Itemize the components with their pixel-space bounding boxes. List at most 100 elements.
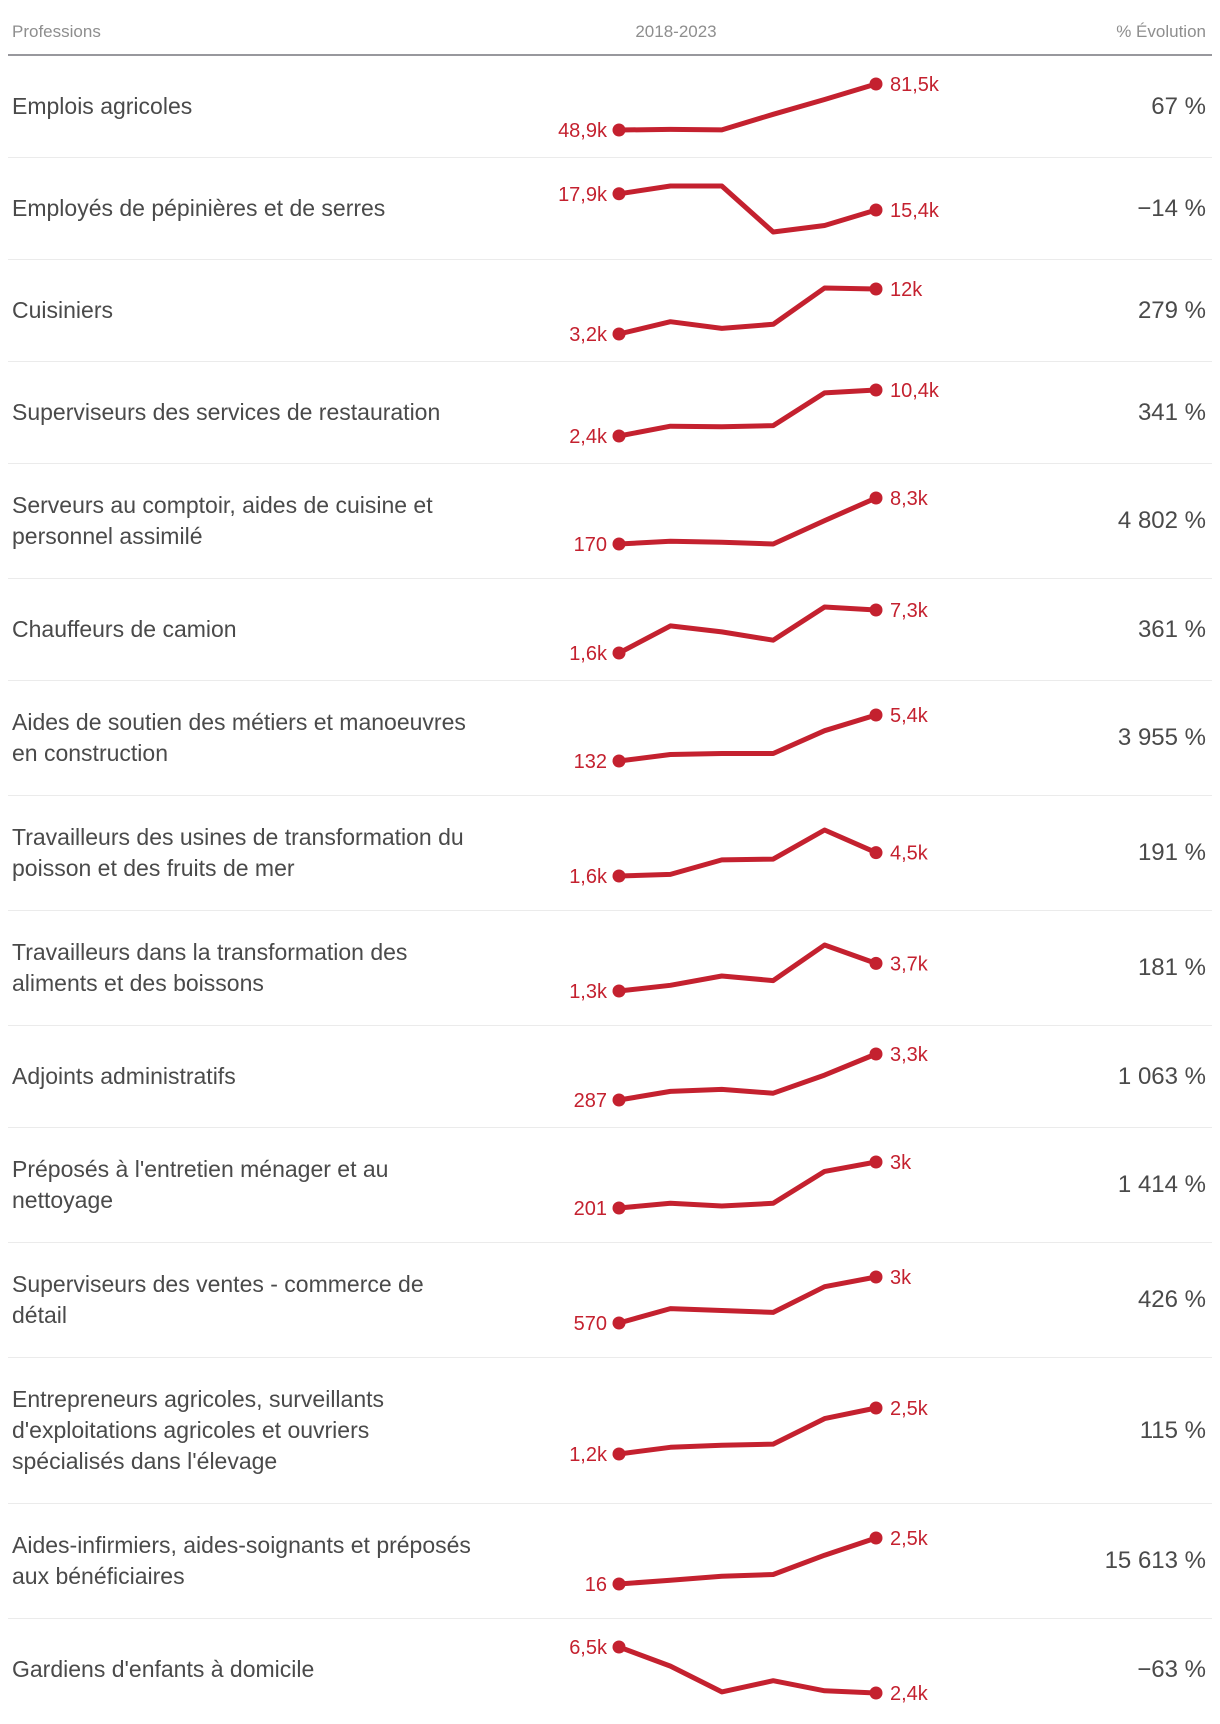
table-row: Adjoints administratifs 287 3,3k 1 063 % bbox=[8, 1025, 1212, 1127]
data-point-dot bbox=[869, 956, 883, 970]
profession-label: Superviseurs des services de restauratio… bbox=[12, 399, 441, 425]
start-value-label: 2,4k bbox=[569, 426, 608, 448]
start-value-label: 287 bbox=[574, 1090, 607, 1112]
table-row: Travailleurs des usines de transformatio… bbox=[8, 795, 1212, 910]
start-value-label: 1,6k bbox=[569, 643, 608, 665]
profession-label: Préposés à l'entretien ménager et au net… bbox=[12, 1156, 389, 1213]
data-point-dot bbox=[869, 1270, 883, 1284]
trend-sparkline: 1,2k 2,5k bbox=[486, 1391, 946, 1471]
table-row: Superviseurs des services de restauratio… bbox=[8, 361, 1212, 463]
start-value-label: 1,2k bbox=[569, 1444, 608, 1466]
profession-label: Aides de soutien des métiers et manoeuvr… bbox=[12, 709, 466, 766]
evolution-value: 361 % bbox=[1137, 615, 1206, 643]
end-value-label: 81,5k bbox=[890, 74, 940, 96]
data-point-dot bbox=[869, 603, 883, 617]
data-point-dot bbox=[612, 186, 626, 200]
start-value-label: 132 bbox=[574, 751, 607, 773]
data-point-dot bbox=[869, 1401, 883, 1414]
profession-label: Adjoints administratifs bbox=[12, 1063, 236, 1089]
evolution-value: 15 613 % bbox=[1104, 1547, 1206, 1574]
end-value-label: 3,7k bbox=[890, 953, 929, 975]
table-row: Emplois agricoles 48,9k 81,5k 67 % bbox=[8, 56, 1212, 157]
evolution-value: 3 955 % bbox=[1117, 724, 1206, 751]
trend-sparkline: 2,4k 10,4k bbox=[486, 373, 946, 453]
evolution-value: 426 % bbox=[1137, 1286, 1206, 1313]
data-point-dot bbox=[869, 491, 883, 505]
start-value-label: 1,3k bbox=[569, 981, 608, 1003]
evolution-value: 341 % bbox=[1137, 398, 1206, 426]
data-point-dot bbox=[869, 1047, 883, 1060]
trend-sparkline: 201 3k bbox=[486, 1145, 946, 1225]
column-header-professions: Professions bbox=[12, 22, 101, 41]
start-value-label: 17,9k bbox=[558, 183, 608, 205]
end-value-label: 7,3k bbox=[890, 600, 929, 622]
data-point-dot bbox=[612, 869, 626, 883]
data-point-dot bbox=[612, 1577, 626, 1591]
profession-label: Travailleurs des usines de transformatio… bbox=[12, 824, 464, 881]
data-point-dot bbox=[869, 846, 883, 860]
data-point-dot bbox=[869, 1531, 883, 1545]
table-row: Préposés à l'entretien ménager et au net… bbox=[8, 1127, 1212, 1242]
data-point-dot bbox=[612, 1316, 626, 1330]
start-value-label: 1,6k bbox=[569, 866, 608, 888]
end-value-label: 4,5k bbox=[890, 843, 929, 865]
data-point-dot bbox=[612, 1640, 626, 1653]
trend-sparkline: 48,9k 81,5k bbox=[486, 67, 946, 147]
evolution-value: 4 802 % bbox=[1117, 507, 1206, 534]
data-point-dot bbox=[612, 123, 626, 136]
profession-label: Gardiens d'enfants à domicile bbox=[12, 1656, 315, 1682]
data-point-dot bbox=[612, 429, 626, 442]
end-value-label: 3,3k bbox=[890, 1044, 929, 1066]
data-point-dot bbox=[612, 327, 626, 340]
data-point-dot bbox=[612, 754, 626, 768]
evolution-value: 67 % bbox=[1151, 92, 1206, 120]
start-value-label: 6,5k bbox=[569, 1637, 608, 1659]
profession-label: Emplois agricoles bbox=[12, 93, 193, 119]
trend-sparkline: 6,5k 2,4k bbox=[486, 1630, 946, 1710]
end-value-label: 5,4k bbox=[890, 705, 929, 727]
data-point-dot bbox=[612, 646, 626, 659]
profession-label: Serveurs au comptoir, aides de cuisine e… bbox=[12, 492, 433, 549]
start-value-label: 570 bbox=[574, 1313, 607, 1335]
table-row: Cuisiniers 3,2k 12k 279 % bbox=[8, 259, 1212, 361]
profession-label: Travailleurs dans la transformation des … bbox=[12, 939, 408, 996]
table-row: Aides de soutien des métiers et manoeuvr… bbox=[8, 680, 1212, 795]
profession-label: Chauffeurs de camion bbox=[12, 616, 237, 642]
profession-label: Cuisiniers bbox=[12, 297, 113, 323]
profession-label: Entrepreneurs agricoles, surveillants d'… bbox=[12, 1386, 385, 1474]
start-value-label: 16 bbox=[585, 1574, 607, 1596]
evolution-value: 115 % bbox=[1139, 1416, 1206, 1444]
end-value-label: 2,4k bbox=[890, 1683, 929, 1705]
trend-sparkline: 1,6k 7,3k bbox=[486, 590, 946, 670]
data-point-dot bbox=[612, 1447, 626, 1460]
end-value-label: 12k bbox=[890, 279, 923, 301]
evolution-value: 181 % bbox=[1137, 954, 1206, 981]
trend-sparkline: 16 2,5k bbox=[486, 1521, 946, 1601]
table-row: Aides-infirmiers, aides-soignants et pré… bbox=[8, 1503, 1212, 1618]
trend-sparkline: 1,6k 4,5k bbox=[486, 813, 946, 893]
end-value-label: 8,3k bbox=[890, 488, 929, 510]
trend-sparkline: 170 8,3k bbox=[486, 481, 946, 561]
end-value-label: 2,5k bbox=[890, 1398, 929, 1420]
column-header-period: 2018-2023 bbox=[635, 22, 717, 41]
data-point-dot bbox=[612, 984, 626, 998]
table-header: Professions 2018-2023 % Évolution bbox=[8, 0, 1212, 56]
data-point-dot bbox=[869, 383, 883, 396]
data-point-dot bbox=[869, 282, 883, 296]
table-row: Serveurs au comptoir, aides de cuisine e… bbox=[8, 463, 1212, 578]
end-value-label: 3k bbox=[890, 1267, 912, 1289]
trend-sparkline: 1,3k 3,7k bbox=[486, 928, 946, 1008]
profession-label: Aides-infirmiers, aides-soignants et pré… bbox=[12, 1532, 471, 1589]
trend-sparkline: 17,9k 15,4k bbox=[486, 169, 946, 249]
data-point-dot bbox=[869, 1686, 883, 1699]
data-point-dot bbox=[612, 1201, 626, 1215]
end-value-label: 3k bbox=[890, 1152, 912, 1174]
end-value-label: 15,4k bbox=[890, 200, 940, 222]
column-header-evolution: % Évolution bbox=[1116, 22, 1206, 41]
end-value-label: 10,4k bbox=[890, 380, 940, 402]
start-value-label: 170 bbox=[574, 534, 607, 556]
table-row: Chauffeurs de camion 1,6k 7,3k 361 % bbox=[8, 578, 1212, 680]
data-point-dot bbox=[869, 1155, 883, 1169]
evolution-value: −63 % bbox=[1137, 1655, 1206, 1683]
